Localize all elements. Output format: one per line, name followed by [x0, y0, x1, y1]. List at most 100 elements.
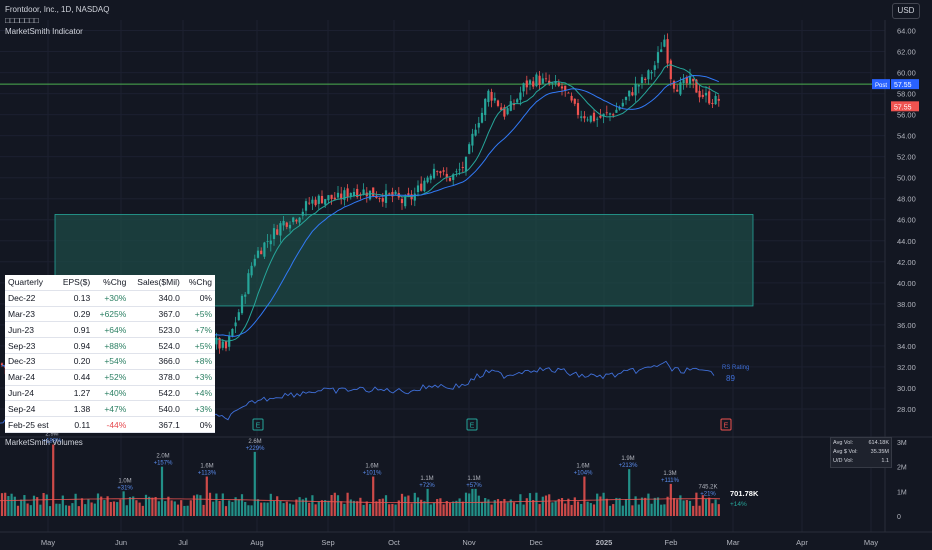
candle-body	[602, 113, 605, 117]
candle-body	[608, 113, 612, 115]
volume-annotation-change: +72%	[419, 483, 435, 489]
candle-body	[308, 202, 311, 204]
volume-bar	[372, 476, 375, 516]
indicator-title[interactable]: MarketSmith Indicator	[5, 27, 83, 36]
candle-body	[551, 82, 554, 84]
volume-bar	[58, 503, 61, 516]
candle-body	[320, 195, 324, 204]
volume-annotation-change: +113%	[198, 471, 217, 477]
volume-bar	[461, 501, 464, 516]
volume-bar	[538, 504, 541, 516]
volume-bar	[269, 493, 272, 516]
price-tick-label: 42.00	[897, 258, 916, 267]
stat-value: 1.1	[881, 458, 889, 464]
eps-cell: 1.27	[73, 387, 91, 398]
volume-bar	[644, 497, 647, 516]
quarter-cell: Feb-25 est	[8, 419, 49, 430]
volume-bar	[13, 496, 16, 516]
earnings-row: Sep-23 0.94 +88% 524.0 +5%	[5, 338, 215, 354]
time-tick-label: Feb	[665, 538, 678, 547]
volume-bar	[279, 500, 282, 516]
candle-body	[375, 195, 378, 198]
volume-bar	[685, 500, 688, 516]
volume-annotation-value: 745.2K	[698, 485, 717, 491]
symbol-title[interactable]: Frontdoor, Inc., 1D, NASDAQ	[5, 5, 110, 14]
volume-bar	[10, 493, 13, 516]
candle-body	[714, 95, 717, 105]
last-volume-label: 701.78K	[730, 489, 759, 498]
volume-bar	[404, 496, 407, 516]
candle-body	[445, 173, 448, 178]
volume-bar	[308, 502, 311, 516]
time-tick-label: May	[864, 538, 878, 547]
earnings-row: Mar-23 0.29 +625% 367.0 +5%	[5, 306, 215, 322]
volume-bar	[381, 498, 384, 516]
candle-body	[580, 116, 583, 118]
volume-pane-title[interactable]: MarketSmith Volumes	[5, 438, 83, 447]
volume-bar	[429, 504, 432, 516]
candle-body	[535, 74, 538, 87]
candle-body	[407, 193, 410, 196]
volume-bar	[477, 495, 480, 516]
eps-cell: 0.20	[73, 356, 91, 367]
candle-body	[311, 199, 314, 204]
candle-body	[679, 82, 682, 95]
volume-bar	[388, 504, 391, 516]
volume-bar	[224, 506, 228, 516]
volume-bar	[436, 499, 439, 516]
candle-body	[272, 228, 276, 239]
volume-bar	[212, 501, 215, 516]
volume-bar	[535, 492, 538, 516]
volume-bar	[352, 500, 356, 516]
currency-button[interactable]: USD	[892, 3, 920, 19]
candle-body	[624, 97, 628, 101]
volume-bar	[324, 500, 327, 516]
volume-annotation-change: +111%	[661, 478, 680, 484]
volume-tick-label: 3M	[897, 440, 907, 447]
volume-bar	[272, 500, 276, 516]
volume-bar	[26, 503, 29, 516]
candle-body	[349, 192, 352, 197]
volume-bar	[138, 502, 141, 516]
volume-bar	[128, 497, 132, 516]
candle-body	[663, 39, 666, 47]
volume-bar	[356, 501, 359, 516]
volume-annotation-value: 1.1M	[467, 476, 480, 482]
candle-body	[548, 80, 551, 84]
candle-body	[516, 99, 519, 103]
volume-bar	[439, 498, 442, 516]
stat-ud-vol: U/D Vol: 1.1	[833, 457, 889, 466]
volume-bar	[580, 503, 583, 516]
volume-bar	[7, 496, 10, 516]
sales-chg-cell: 0%	[199, 293, 212, 304]
candle-body	[394, 191, 397, 194]
volume-bar	[554, 501, 557, 516]
candle-body	[391, 192, 394, 197]
candle-body	[448, 177, 452, 181]
volume-annotation-change: +21%	[700, 492, 716, 498]
volume-bar	[36, 497, 39, 516]
candle-body	[634, 83, 637, 96]
volume-bar	[464, 492, 468, 516]
candle-body	[317, 195, 320, 204]
volume-bar	[64, 505, 68, 516]
volume-annotation-change: +213%	[619, 463, 639, 469]
candle-body	[647, 70, 650, 80]
candle-body	[506, 108, 509, 115]
candle-body	[458, 169, 461, 171]
price-tick-label: 34.00	[897, 342, 916, 351]
volume-bar	[660, 504, 663, 516]
time-tick-label: Oct	[388, 538, 401, 547]
volume-bar	[666, 496, 669, 516]
candle-body	[644, 78, 647, 80]
stat-label: Avg $ Vol:	[833, 449, 858, 455]
volume-annotation-value: 2.9M	[45, 431, 58, 437]
price-tick-label: 54.00	[897, 132, 916, 141]
volume-bar	[23, 495, 26, 516]
volume-bar	[77, 506, 80, 516]
volume-bar	[218, 500, 221, 516]
post-price-badge	[891, 79, 919, 90]
eps-chg-cell: +64%	[104, 324, 127, 335]
quarter-cell: Mar-23	[8, 308, 35, 319]
volume-bar	[80, 498, 84, 516]
